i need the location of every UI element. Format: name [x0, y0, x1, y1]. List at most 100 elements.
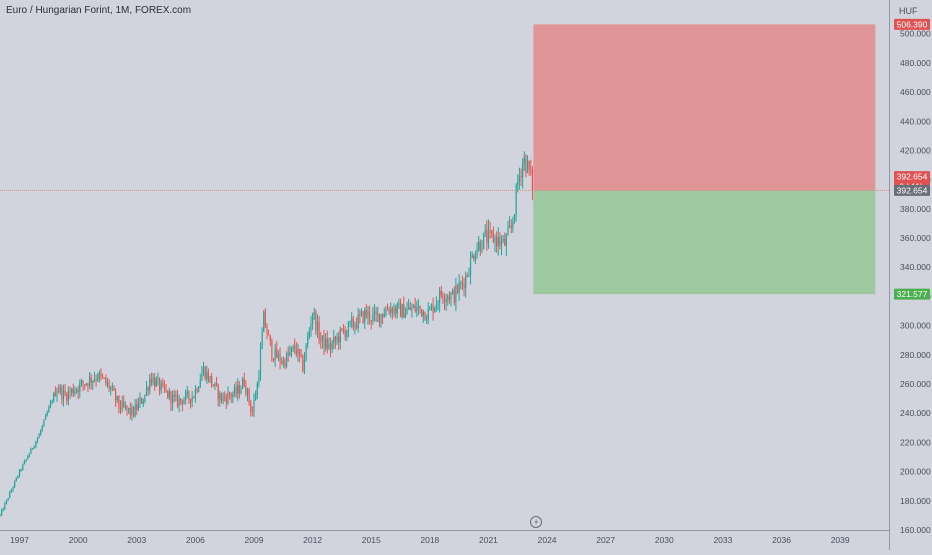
candle-body: [297, 348, 299, 355]
candle-body: [522, 163, 524, 178]
candle-body: [518, 176, 520, 183]
candle-body: [362, 311, 364, 323]
candle-body: [513, 214, 516, 222]
candle-body: [256, 383, 258, 396]
candle-body: [90, 377, 92, 383]
candle-body: [243, 378, 245, 386]
candle-body: [92, 380, 94, 383]
candle-body: [364, 309, 366, 323]
candle-body: [43, 419, 45, 426]
candle-body: [419, 305, 421, 309]
candle-body: [33, 446, 35, 449]
candle-body: [365, 309, 367, 317]
candle-body: [491, 230, 493, 233]
candle-body: [452, 290, 454, 294]
candle-body: [269, 334, 271, 342]
candle-body: [194, 389, 196, 398]
candle-body: [248, 389, 250, 403]
candle-body: [46, 412, 48, 416]
candle-body: [476, 249, 478, 256]
time-tick-label: 2036: [772, 535, 791, 545]
candle-body: [471, 255, 473, 258]
candle-body: [137, 402, 139, 410]
candle-body: [58, 390, 60, 392]
candle-body: [386, 309, 389, 311]
price-tick-label: 500.000: [900, 29, 931, 39]
candle-body: [238, 385, 240, 394]
lightning-icon[interactable]: [530, 516, 542, 528]
candle-body: [360, 311, 363, 315]
price-tick-label: 440.000: [900, 116, 931, 126]
candle-body: [227, 392, 229, 403]
price-tick-label: 480.000: [900, 58, 931, 68]
candle-body: [40, 430, 42, 435]
candle-body: [465, 275, 467, 289]
candle-body: [409, 306, 411, 311]
time-axis[interactable]: 1997 2000 2003 2006 2009 2012 2015 2018 2021 2024…: [0, 516, 889, 546]
candle-body: [357, 314, 359, 328]
candle-body: [188, 391, 190, 399]
candle-body: [183, 400, 185, 405]
candle-body: [461, 282, 464, 284]
candle-body: [44, 415, 47, 420]
take-profit-zone[interactable]: [533, 190, 876, 295]
candle-body: [499, 237, 501, 246]
candle-body: [287, 353, 289, 356]
candle-body: [100, 372, 102, 376]
candle-body: [468, 275, 470, 277]
price-tick-label: 280.000: [900, 350, 931, 360]
candle-body: [369, 311, 371, 321]
candle-body: [128, 407, 130, 410]
candle-body: [429, 308, 431, 310]
time-tick-label: 2009: [245, 535, 264, 545]
candle-body: [526, 160, 529, 173]
price-tick-label: 300.000: [900, 321, 931, 331]
candle-body: [509, 226, 511, 228]
candle-body: [263, 311, 265, 333]
candle-body: [82, 380, 84, 385]
candle-body: [212, 384, 214, 387]
time-tick-label: 2021: [479, 535, 498, 545]
candle-body: [523, 156, 525, 164]
stop-loss-zone[interactable]: [533, 24, 876, 191]
candle-body: [334, 337, 337, 341]
candle-body: [388, 310, 390, 313]
candle-body: [14, 481, 16, 487]
candle-body: [395, 307, 397, 314]
candle-body: [333, 337, 335, 344]
candle-body: [406, 308, 408, 314]
candle-body: [481, 248, 483, 251]
price-tick-label: 160.000: [900, 525, 931, 535]
candle-body: [173, 394, 175, 397]
time-tick-label: 2039: [831, 535, 850, 545]
candle-body: [250, 402, 252, 412]
candle-body: [484, 230, 486, 233]
candle-body: [142, 400, 144, 404]
candle-body: [497, 237, 499, 247]
candle-body: [315, 311, 317, 331]
candle-body: [355, 325, 358, 328]
candle-body: [79, 383, 81, 392]
candle-body: [196, 389, 198, 392]
candle-body: [178, 398, 180, 406]
candle-body: [144, 394, 146, 401]
candle-body: [276, 348, 278, 358]
time-tick-label: 2006: [186, 535, 205, 545]
price-tick-label: 260.000: [900, 379, 931, 389]
candle-body: [25, 459, 27, 462]
candle-body: [383, 315, 385, 318]
candle-body: [399, 303, 402, 317]
price-axis[interactable]: 160.000 180.000 200.000 220.000 240.000 260.0…: [889, 0, 931, 550]
candle-body: [72, 388, 74, 394]
candle-body: [313, 311, 315, 314]
candle-body: [515, 185, 517, 215]
time-tick-label: 2003: [127, 535, 146, 545]
candle-body: [346, 331, 348, 337]
candle-body: [245, 385, 247, 395]
candle-body: [359, 314, 361, 316]
stop-price-label: 506.390: [897, 19, 928, 29]
candle-body: [312, 313, 314, 325]
candle-body: [207, 372, 210, 382]
